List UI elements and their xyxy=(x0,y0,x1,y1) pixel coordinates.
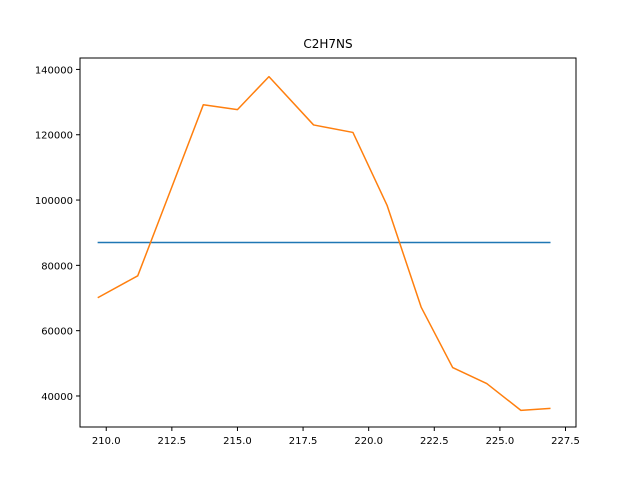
series-layer xyxy=(97,75,551,412)
y-tick-label: 60000 xyxy=(41,327,73,338)
x-axis: 210.0 212.5 215.0 217.5 220.0 222.5 225.0 227.5 xyxy=(92,427,580,447)
y-tick-label: 40000 xyxy=(41,392,73,403)
x-tick-label: 215.0 xyxy=(223,436,252,447)
plot-frame xyxy=(79,57,577,428)
chart-title: C2H7NS xyxy=(303,37,352,51)
x-tick-label: 225.0 xyxy=(486,436,515,447)
x-tick-label: 217.5 xyxy=(289,436,318,447)
y-tick-label: 140000 xyxy=(35,65,73,76)
y-tick-label: 100000 xyxy=(35,196,73,207)
series-line-2 xyxy=(97,75,551,412)
y-tick-label: 80000 xyxy=(41,261,73,272)
x-tick-label: 220.0 xyxy=(354,436,383,447)
x-tick-label: 222.5 xyxy=(420,436,449,447)
x-tick-label: 227.5 xyxy=(551,436,580,447)
x-tick-label: 212.5 xyxy=(158,436,187,447)
y-axis: 40000 60000 80000 100000 120000 140000 xyxy=(35,65,80,403)
x-tick-label: 210.0 xyxy=(92,436,121,447)
y-tick-label: 120000 xyxy=(35,131,73,142)
